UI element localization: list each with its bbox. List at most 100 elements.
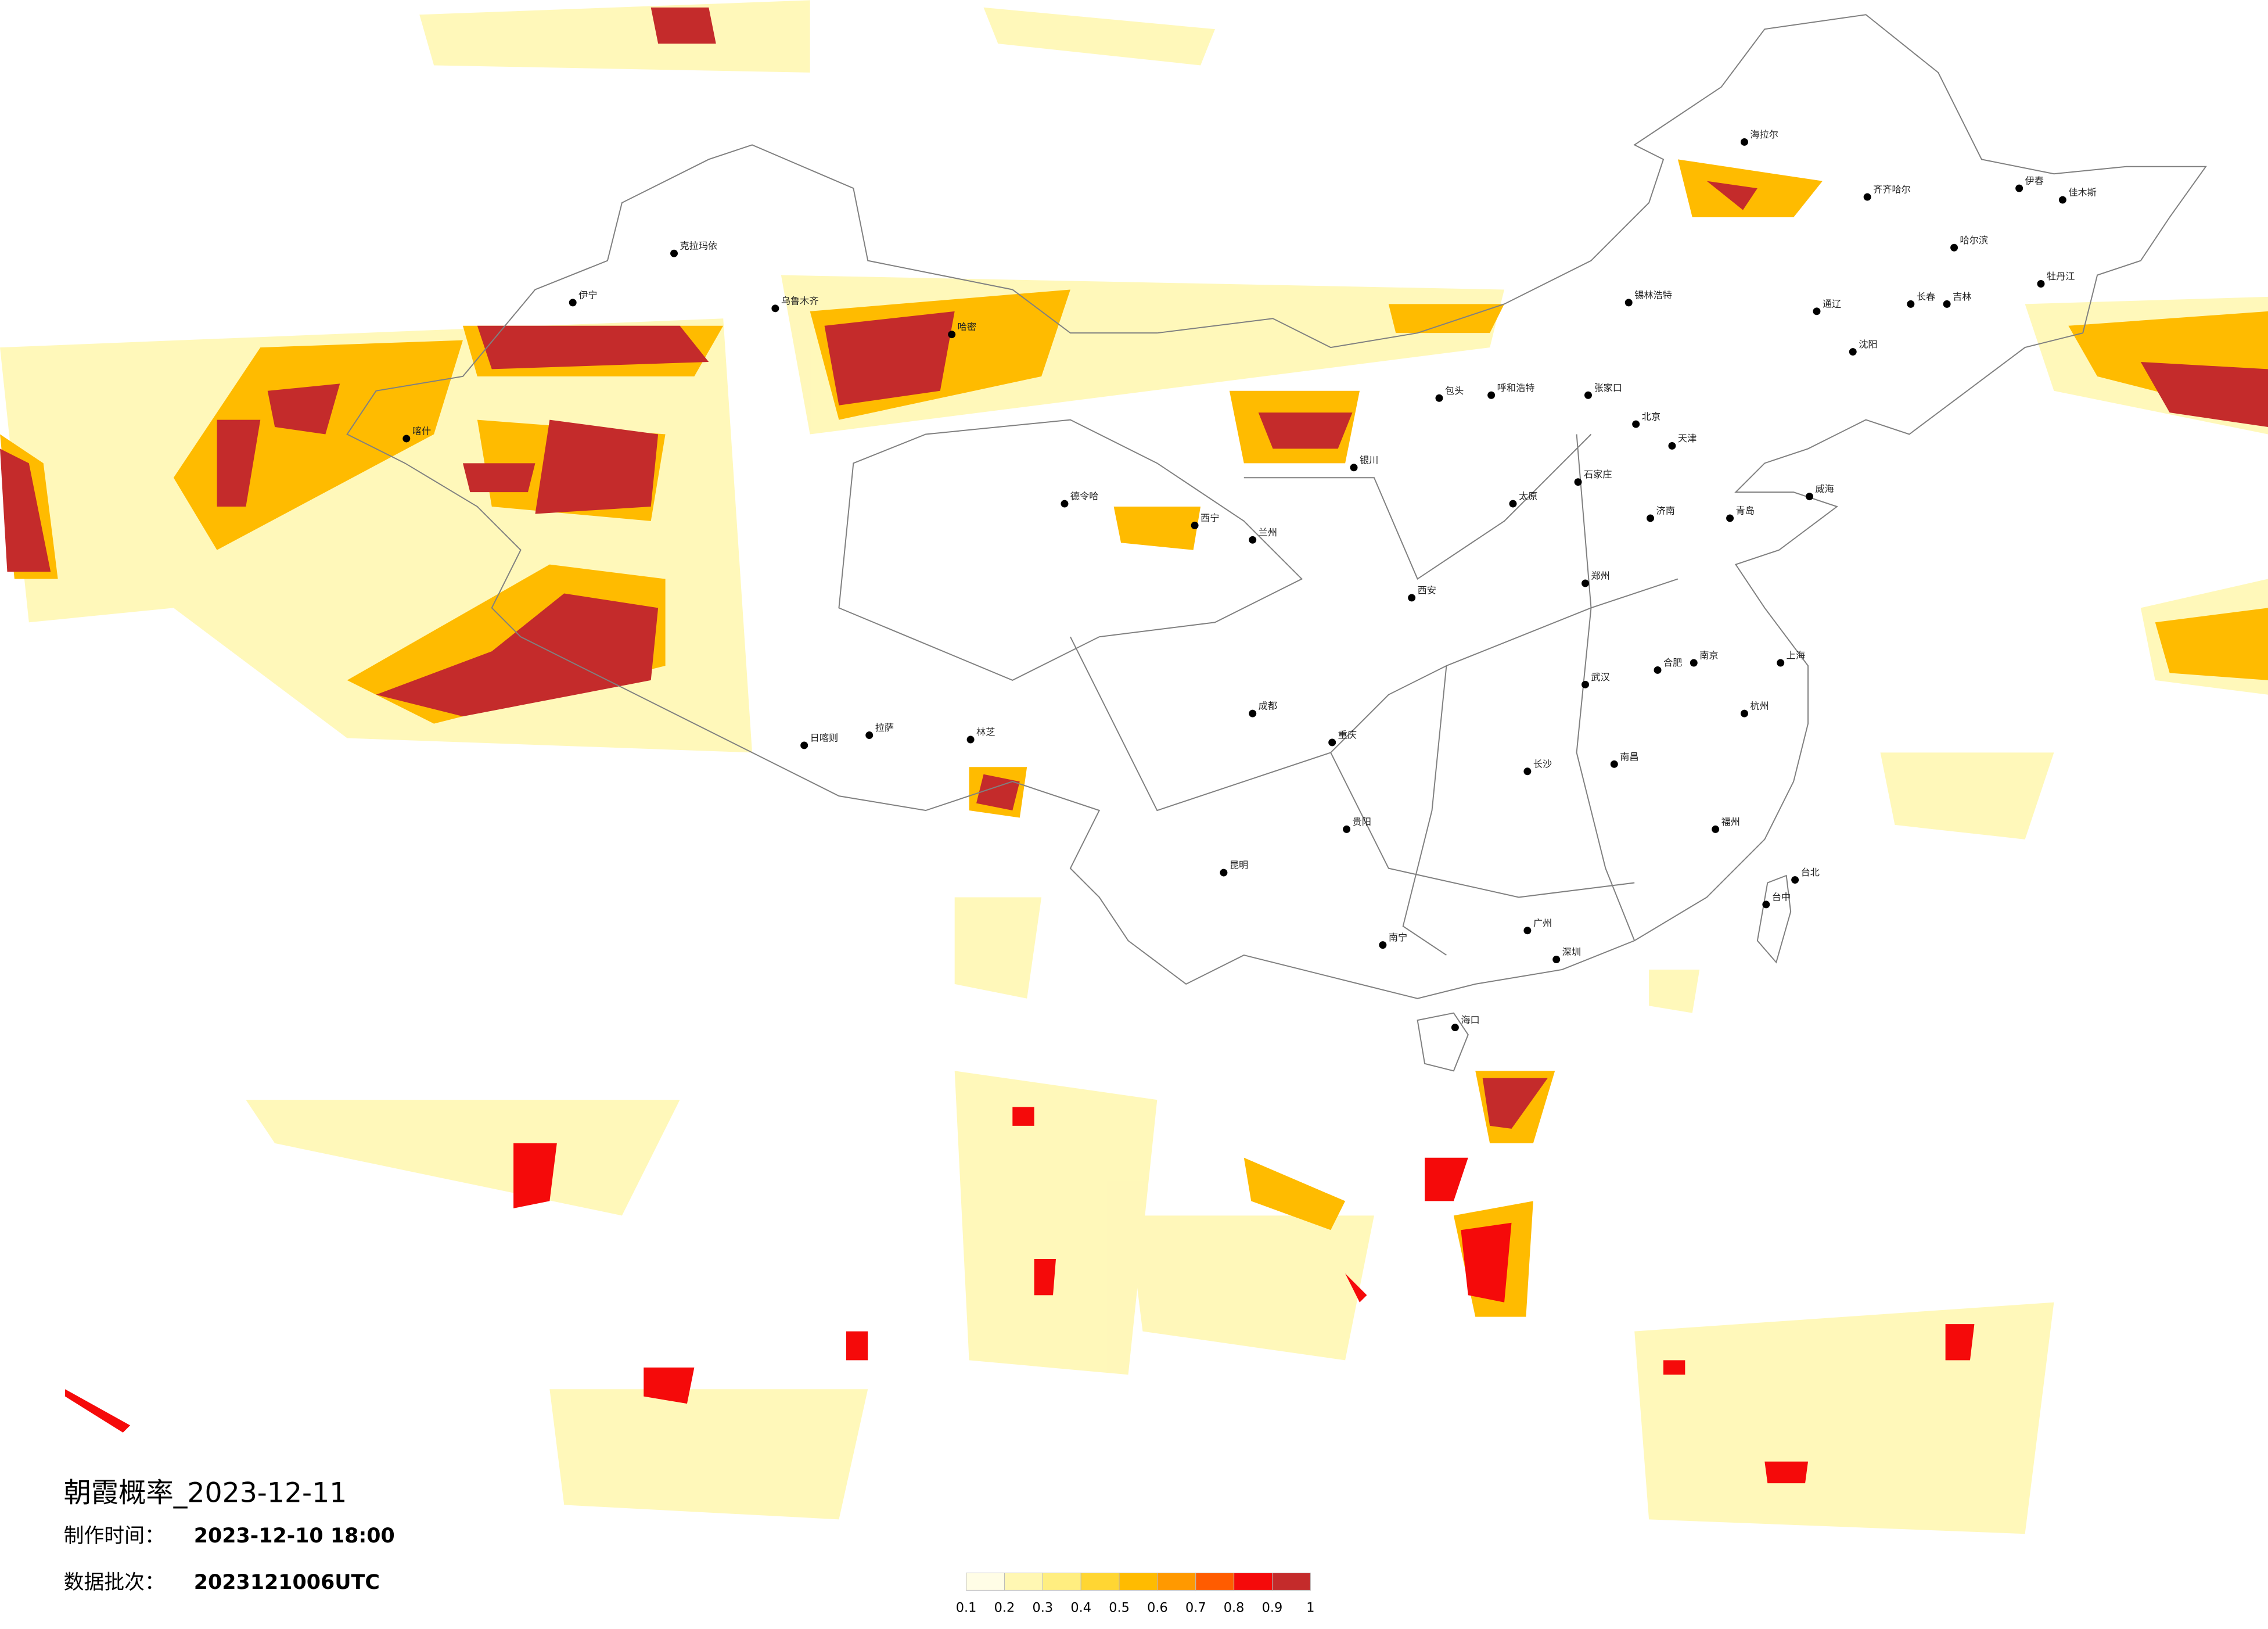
- city-label: 合肥: [1663, 657, 1682, 668]
- city-label: 杭州: [1750, 701, 1769, 712]
- city-label: 通辽: [1823, 298, 1841, 309]
- city-label: 佳木斯: [2068, 187, 2097, 198]
- city-label: 太原: [1519, 491, 1537, 502]
- city-label: 林芝: [976, 727, 995, 738]
- city-dot: [1777, 659, 1785, 667]
- city-label: 长春: [1917, 291, 1935, 302]
- city-dot: [800, 741, 808, 749]
- city-dot: [1726, 514, 1734, 522]
- city-label: 拉萨: [875, 722, 894, 733]
- city-label: 包头: [1445, 385, 1464, 396]
- city-dot: [1061, 500, 1069, 508]
- city-label: 济南: [1656, 505, 1675, 516]
- city-label: 南京: [1699, 650, 1718, 661]
- city-dot: [1582, 680, 1589, 688]
- legend-tick-label: 0.5: [1109, 1601, 1130, 1616]
- city-label: 长沙: [1533, 758, 1552, 769]
- info-label: 制作时间：: [64, 1524, 165, 1548]
- city-label: 哈密: [958, 321, 976, 332]
- city-label: 天津: [1678, 433, 1696, 444]
- city-dot: [1863, 193, 1871, 201]
- city-label: 贵阳: [1353, 816, 1371, 827]
- legend-swatch: [1042, 1572, 1081, 1591]
- city-label: 青岛: [1736, 505, 1755, 516]
- city-dot: [1647, 514, 1655, 522]
- city-dot: [2058, 196, 2066, 204]
- city-dot: [1907, 300, 1915, 308]
- city-dot: [670, 249, 678, 257]
- city-dot: [1668, 442, 1676, 450]
- city-label: 牡丹江: [2047, 271, 2075, 282]
- city-label: 乌鲁木齐: [781, 295, 819, 306]
- legend-swatch: [1234, 1572, 1273, 1591]
- city-dot: [1552, 956, 1561, 964]
- city-dot: [771, 304, 779, 313]
- city-dot: [1328, 738, 1336, 747]
- city-dot: [1950, 243, 1958, 252]
- info-value: 2023-12-10 18:00: [194, 1524, 395, 1548]
- city-dot: [1584, 391, 1592, 399]
- city-dot: [1791, 876, 1799, 884]
- legend-swatch: [1080, 1572, 1120, 1591]
- city-dot: [1523, 927, 1532, 935]
- legend-tick-label: 0.8: [1224, 1601, 1245, 1616]
- city-label: 台北: [1801, 867, 1820, 878]
- map-title: 朝霞概率_2023-12-11: [64, 1477, 347, 1509]
- city-dot: [2015, 184, 2023, 192]
- city-label: 台中: [1772, 891, 1791, 902]
- legend-swatch: [1119, 1572, 1158, 1591]
- city-dot: [2037, 280, 2045, 288]
- legend-swatch: [1195, 1572, 1235, 1591]
- city-dot: [1350, 464, 1358, 472]
- city-label: 南昌: [1620, 751, 1638, 762]
- city-dot: [1191, 521, 1199, 529]
- city-label: 西安: [1418, 584, 1436, 595]
- city-dot: [569, 299, 577, 307]
- city-dot: [1624, 299, 1633, 307]
- city-dot: [1740, 138, 1748, 146]
- city-label: 广州: [1533, 917, 1552, 928]
- legend-swatch: [1157, 1572, 1196, 1591]
- city-dot: [1610, 760, 1618, 768]
- city-dot: [1523, 767, 1532, 776]
- city-label: 武汉: [1591, 672, 1609, 683]
- city-label: 日喀则: [810, 732, 839, 743]
- city-dot: [966, 735, 975, 744]
- legend-tick-label: 0.7: [1185, 1601, 1206, 1616]
- city-label: 银川: [1360, 454, 1378, 465]
- city-label: 成都: [1259, 701, 1277, 712]
- city-dot: [1740, 709, 1748, 717]
- city-dot: [1408, 594, 1416, 602]
- city-label: 郑州: [1591, 570, 1609, 582]
- info-value: 2023121006UTC: [194, 1571, 380, 1594]
- legend-tick-label: 0.2: [994, 1601, 1015, 1616]
- city-dot: [1249, 536, 1257, 544]
- city-dot: [1806, 493, 1814, 501]
- city-label: 石家庄: [1584, 469, 1612, 480]
- city-label: 喀什: [412, 426, 431, 437]
- city-label: 北京: [1642, 411, 1660, 422]
- city-label: 张家口: [1594, 382, 1622, 393]
- city-label: 海口: [1461, 1014, 1479, 1025]
- city-label: 南宁: [1389, 932, 1407, 943]
- city-label: 福州: [1721, 816, 1740, 827]
- city-dot: [1379, 941, 1387, 949]
- city-label: 上海: [1787, 650, 1805, 661]
- city-dot: [1249, 709, 1257, 717]
- city-dot: [1943, 300, 1951, 308]
- legend-tick-label: 0.6: [1147, 1601, 1168, 1616]
- city-label: 呼和浩特: [1497, 382, 1535, 393]
- city-label: 海拉尔: [1750, 129, 1778, 140]
- city-label: 威海: [1815, 483, 1834, 494]
- city-label: 昆明: [1230, 860, 1248, 871]
- city-dot: [1220, 869, 1228, 877]
- city-label: 伊宁: [578, 289, 597, 300]
- info-label: 数据批次：: [64, 1571, 165, 1594]
- city-dot: [1343, 825, 1351, 833]
- legend-tick-label: 1: [1306, 1601, 1314, 1616]
- city-label: 哈尔滨: [1960, 235, 1989, 246]
- boundaries: [346, 14, 2207, 1072]
- legend-swatch: [1004, 1572, 1043, 1591]
